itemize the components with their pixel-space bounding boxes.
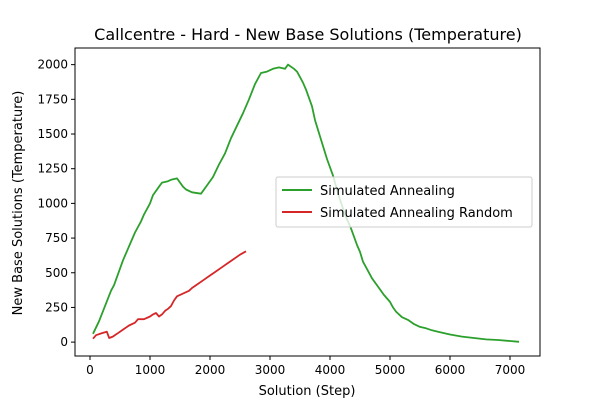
y-tick-label: 750 [45, 231, 68, 245]
x-tick-label: 7000 [495, 363, 526, 377]
y-tick-label: 2000 [37, 58, 68, 72]
y-tick-label: 250 [45, 300, 68, 314]
y-tick-label: 1250 [37, 162, 68, 176]
y-axis-label: New Base Solutions (Temperature) [11, 91, 26, 316]
x-tick-label: 3000 [255, 363, 286, 377]
x-tick-label: 4000 [315, 363, 346, 377]
x-axis-label: Solution (Step) [259, 384, 356, 399]
y-tick-label: 1000 [37, 196, 68, 210]
y-tick-label: 500 [45, 266, 68, 280]
y-tick-label: 1750 [37, 92, 68, 106]
plot-frame [74, 47, 541, 357]
x-tick-label: 5000 [375, 363, 406, 377]
series-line-simulated-annealing-random [92, 250, 247, 340]
x-axis: 0 1000 2000 3000 4000 5000 6000 7000 [86, 356, 525, 377]
x-tick-label: 6000 [435, 363, 466, 377]
legend: Simulated Annealing Simulated Annealing … [275, 176, 533, 228]
x-tick-label: 1000 [135, 363, 166, 377]
chart-title: Callcentre - Hard - New Base Solutions (… [94, 25, 522, 44]
y-axis: 0 250 500 750 1000 1250 1500 1750 2000 [37, 58, 75, 349]
x-tick-label: 2000 [195, 363, 226, 377]
legend-box [275, 176, 533, 228]
x-tick-label: 0 [86, 363, 94, 377]
y-tick-label: 0 [60, 335, 68, 349]
series-line-simulated-annealing [92, 63, 520, 343]
y-tick-label: 1500 [37, 127, 68, 141]
series-layer [92, 63, 520, 343]
legend-label-simulated-annealing: Simulated Annealing [320, 184, 455, 199]
legend-label-simulated-annealing-random: Simulated Annealing Random [320, 206, 513, 221]
plot-area: 0 1000 2000 3000 4000 5000 6000 7000 0 250 500 750… [37, 47, 541, 377]
